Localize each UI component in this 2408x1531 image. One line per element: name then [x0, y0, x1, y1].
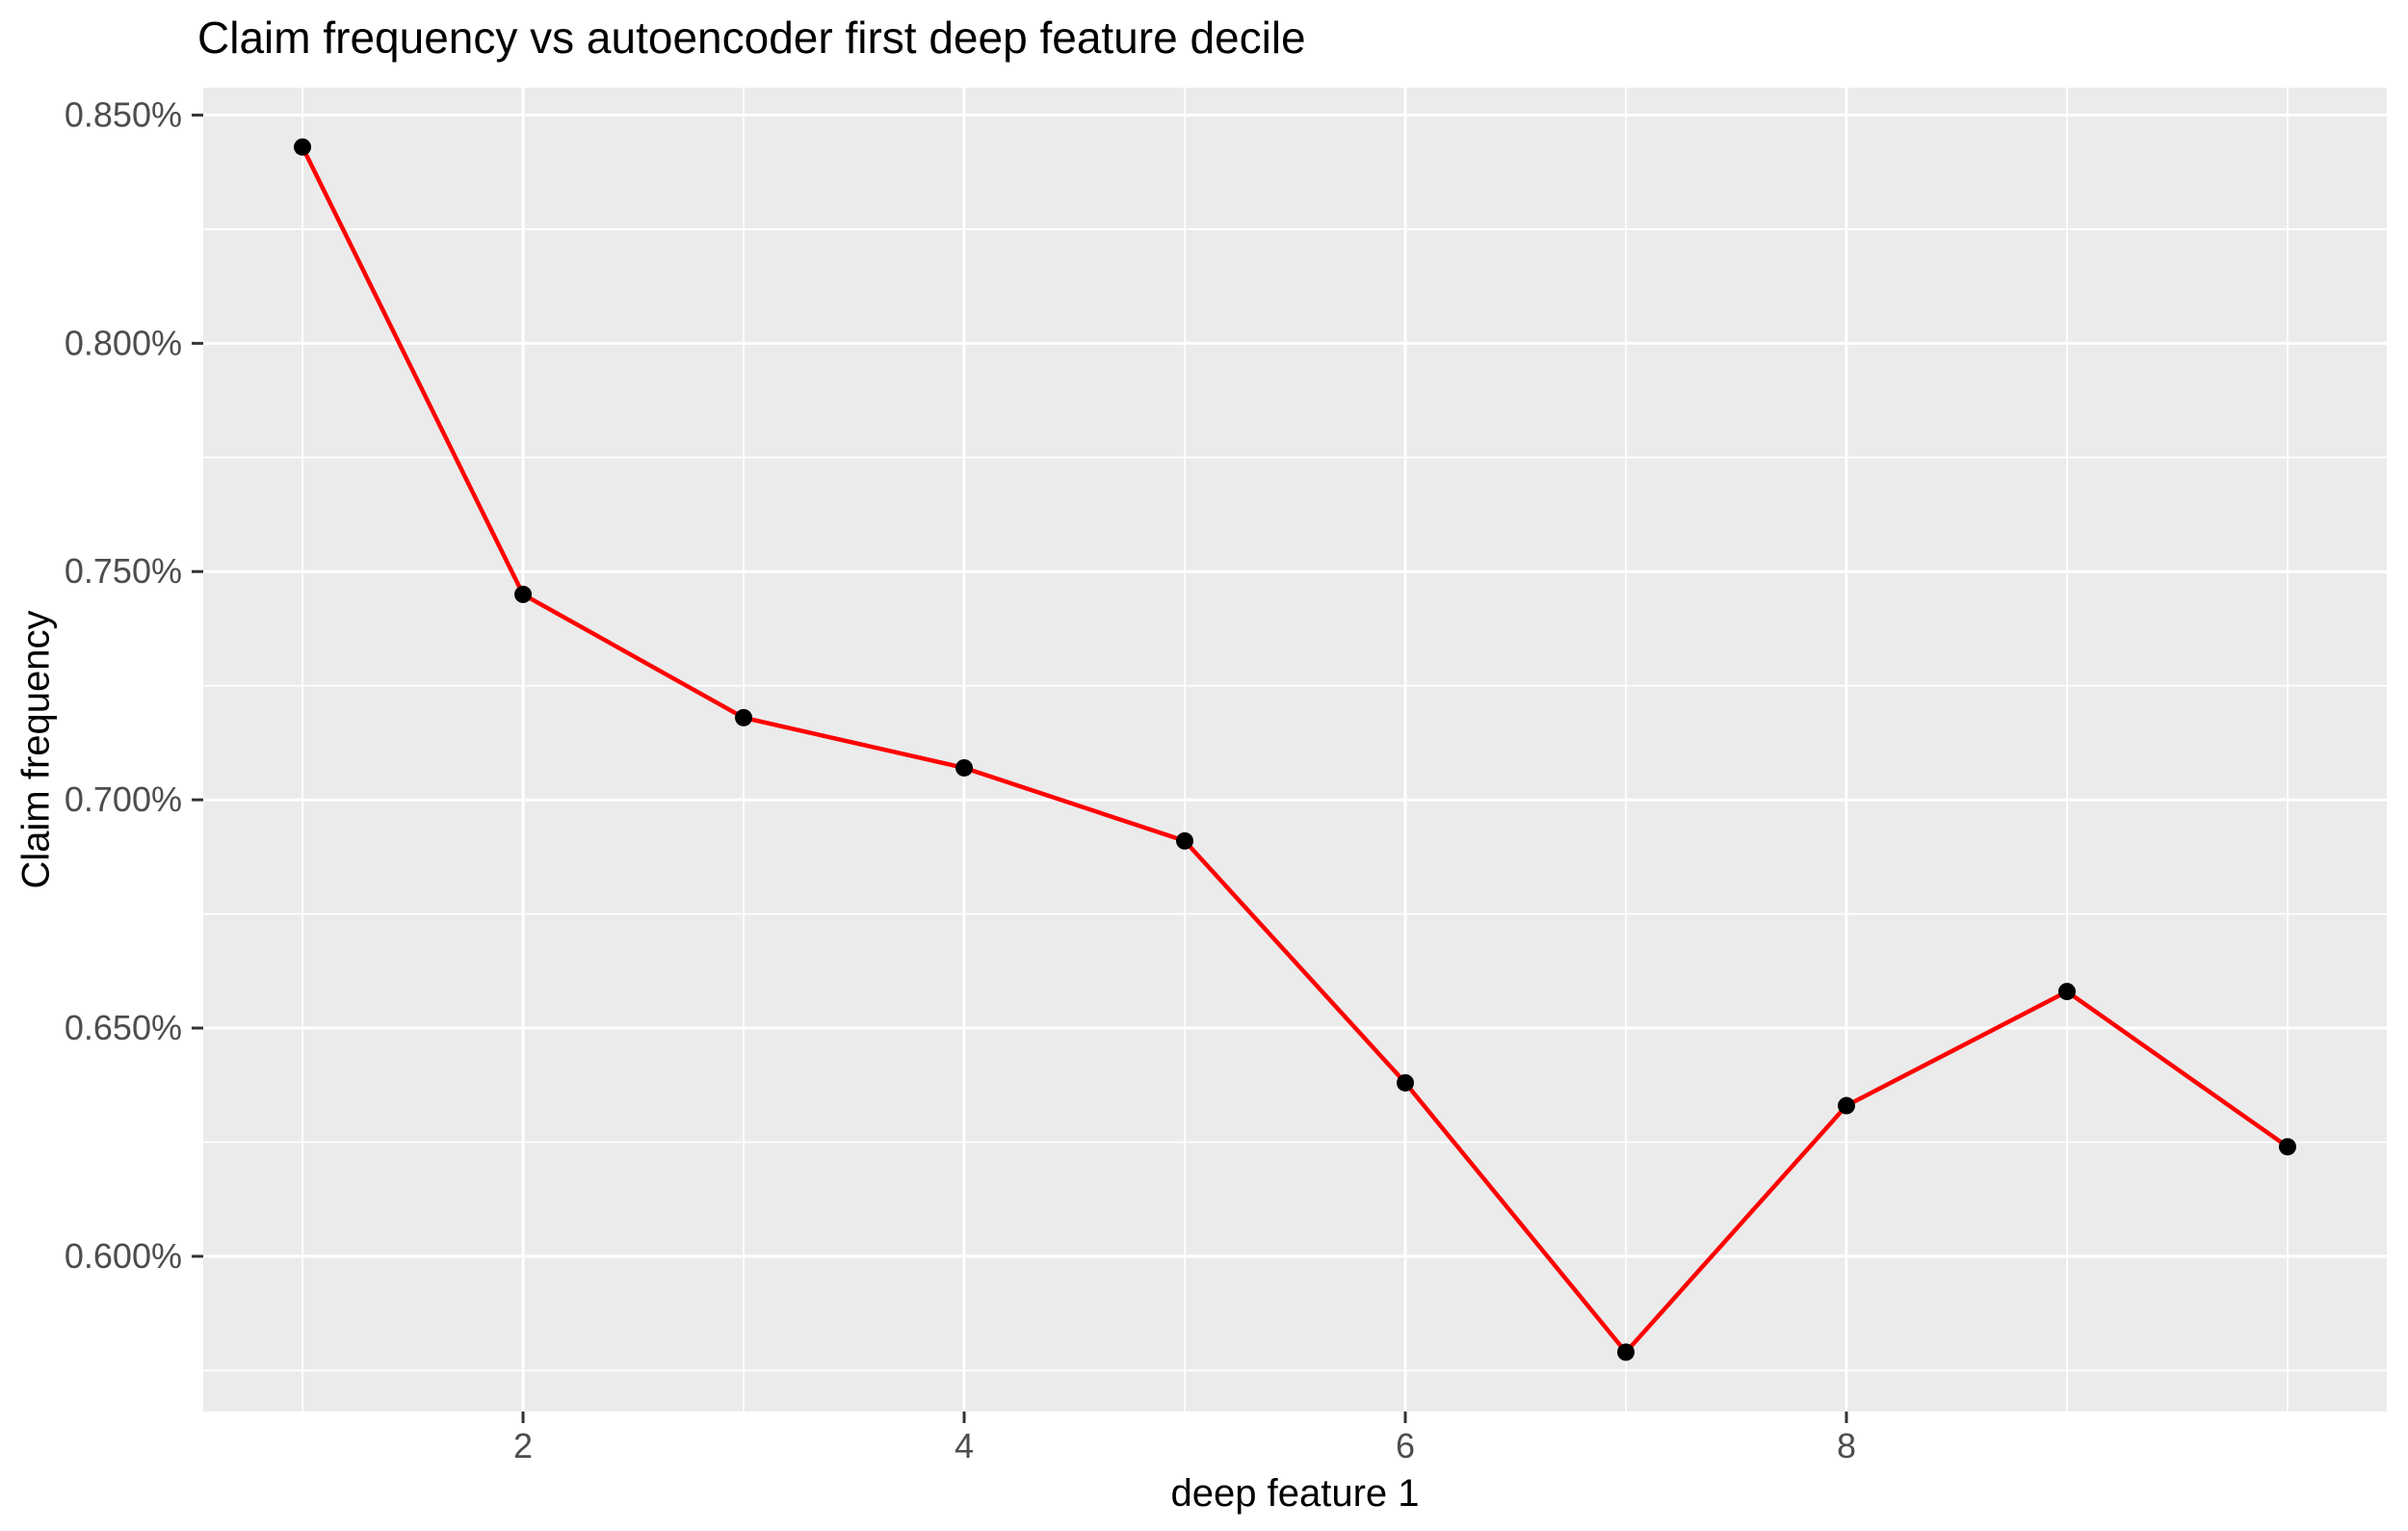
- x-tick-labels: 2 4 6 8: [513, 1426, 1856, 1465]
- data-point: [294, 138, 312, 156]
- data-line: [301, 145, 2290, 1356]
- data-point: [2278, 1138, 2296, 1156]
- y-tick-label: 0.650%: [65, 1008, 182, 1047]
- x-axis-title: deep feature 1: [1170, 1472, 1420, 1515]
- x-tick-label: 8: [1837, 1426, 1856, 1465]
- grid-major: [203, 88, 2387, 1412]
- y-tick-label: 0.600%: [65, 1236, 182, 1276]
- data-point: [955, 758, 974, 777]
- y-tick-label: 0.800%: [65, 323, 182, 362]
- data-points: [294, 138, 2296, 1361]
- x-tick-label: 6: [1396, 1426, 1415, 1465]
- chart-title: Claim frequency vs autoencoder first dee…: [197, 13, 1306, 63]
- y-tick-label: 0.700%: [65, 779, 182, 819]
- data-point: [1176, 831, 1194, 850]
- y-axis-title: Claim frequency: [14, 610, 58, 889]
- x-tick-label: 2: [513, 1426, 533, 1465]
- axis-ticks: [192, 113, 1848, 1423]
- data-point: [735, 708, 753, 726]
- x-tick-label: 4: [955, 1426, 974, 1465]
- y-tick-labels: 0.850% 0.800% 0.750% 0.700% 0.650% 0.600%: [65, 94, 182, 1275]
- grid-minor: [203, 88, 2387, 1412]
- data-point: [514, 585, 533, 603]
- data-point: [1837, 1096, 1855, 1115]
- data-point: [1616, 1343, 1635, 1361]
- data-point: [2057, 983, 2076, 1001]
- data-point: [1396, 1073, 1414, 1092]
- panel-background: [203, 88, 2387, 1412]
- y-tick-label: 0.750%: [65, 551, 182, 591]
- y-tick-label: 0.850%: [65, 94, 182, 134]
